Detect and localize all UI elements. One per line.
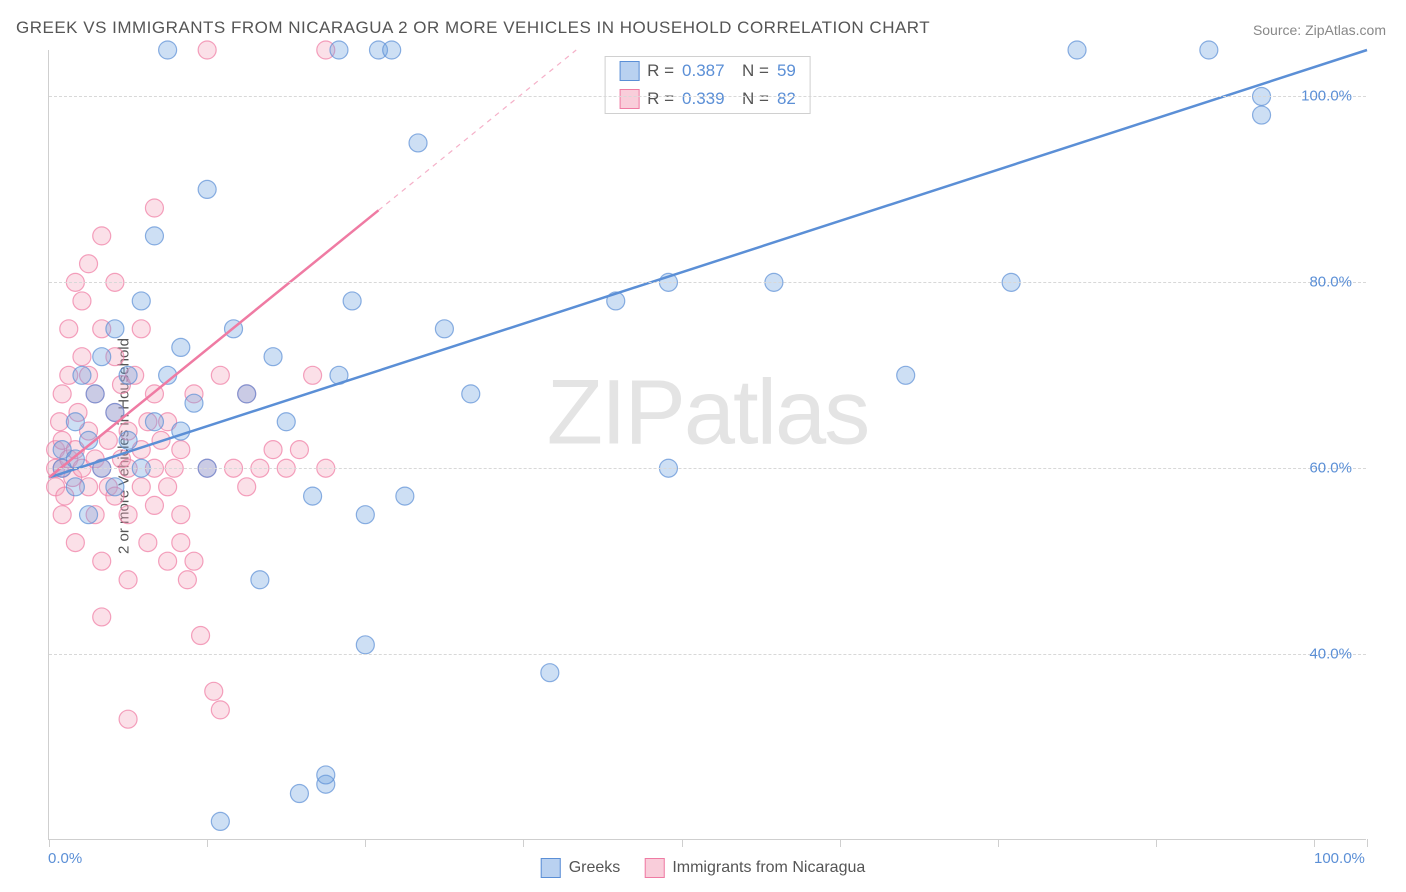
plot-area: ZIPatlas R = 0.387 N = 59 R = 0.339 N = …	[48, 50, 1366, 840]
legend-item-nicaragua: Immigrants from Nicaragua	[644, 858, 865, 878]
bottom-legend: Greeks Immigrants from Nicaragua	[541, 858, 866, 878]
chart-container: GREEK VS IMMIGRANTS FROM NICARAGUA 2 OR …	[0, 0, 1406, 892]
legend-label-greeks: Greeks	[569, 859, 621, 877]
stats-r-value-nicaragua: 0.339	[682, 89, 725, 109]
x-tick	[523, 839, 524, 847]
source-attribution: Source: ZipAtlas.com	[1253, 22, 1386, 38]
x-tick-label: 0.0%	[48, 850, 82, 867]
x-tick	[207, 839, 208, 847]
scatter-plot-svg	[49, 50, 1366, 839]
stats-n-value-greeks: 59	[777, 61, 796, 81]
x-tick	[682, 839, 683, 847]
x-tick	[1367, 839, 1368, 847]
y-tick-label: 60.0%	[1309, 460, 1352, 477]
x-tick	[1156, 839, 1157, 847]
stats-row-greeks: R = 0.387 N = 59	[605, 57, 810, 85]
stats-row-nicaragua: R = 0.339 N = 82	[605, 85, 810, 113]
y-tick-label: 80.0%	[1309, 274, 1352, 291]
x-tick	[49, 839, 50, 847]
grid-line	[49, 468, 1366, 469]
y-tick-label: 40.0%	[1309, 646, 1352, 663]
legend-swatch-nicaragua	[644, 858, 664, 878]
swatch-nicaragua	[619, 89, 639, 109]
stats-r-label: R =	[647, 61, 674, 81]
stats-r-label: R =	[647, 89, 674, 109]
stats-n-label: N =	[733, 61, 769, 81]
grid-line	[49, 96, 1366, 97]
chart-title: GREEK VS IMMIGRANTS FROM NICARAGUA 2 OR …	[16, 18, 930, 38]
legend-item-greeks: Greeks	[541, 858, 621, 878]
x-tick	[1314, 839, 1315, 847]
x-tick	[365, 839, 366, 847]
correlation-stats-box: R = 0.387 N = 59 R = 0.339 N = 82	[604, 56, 811, 114]
swatch-greeks	[619, 61, 639, 81]
grid-line	[49, 282, 1366, 283]
stats-n-label: N =	[733, 89, 769, 109]
x-tick	[998, 839, 999, 847]
y-tick-label: 100.0%	[1301, 88, 1352, 105]
stats-n-value-nicaragua: 82	[777, 89, 796, 109]
grid-line	[49, 654, 1366, 655]
stats-r-value-greeks: 0.387	[682, 61, 725, 81]
x-tick-label: 100.0%	[1314, 850, 1365, 867]
legend-label-nicaragua: Immigrants from Nicaragua	[672, 859, 865, 877]
x-tick	[840, 839, 841, 847]
legend-swatch-greeks	[541, 858, 561, 878]
